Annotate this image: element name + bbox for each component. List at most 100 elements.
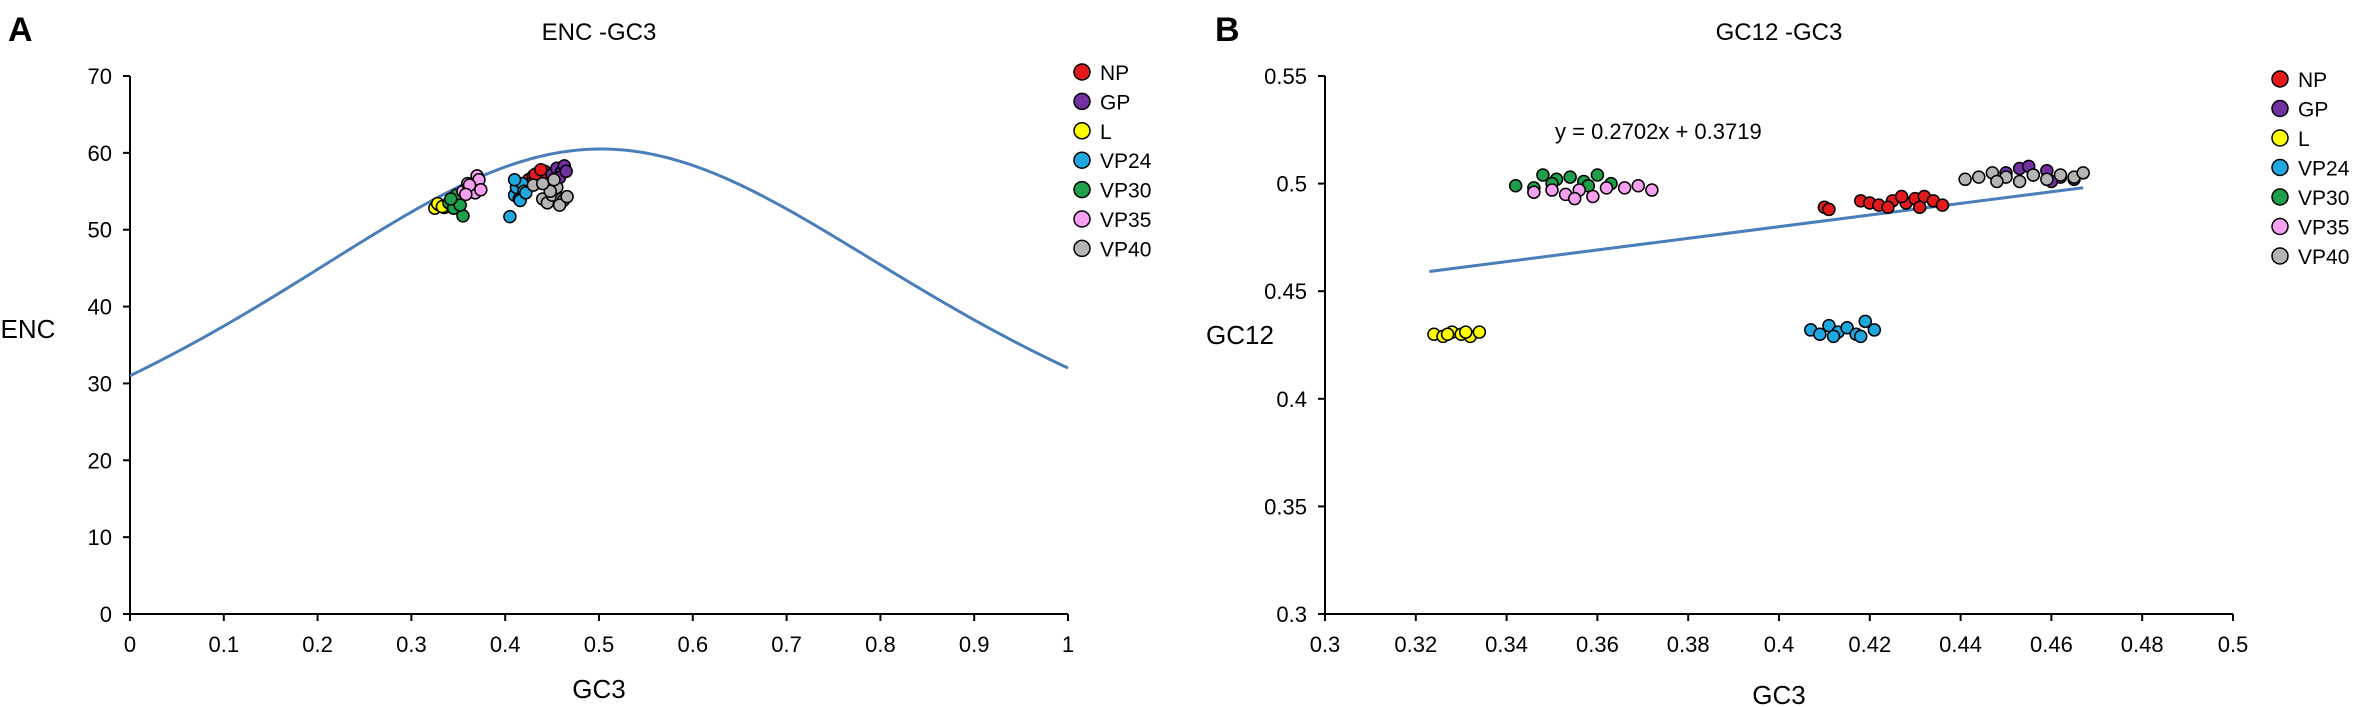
chart-b-point-vp40 (2076, 166, 2090, 180)
chart-b-y-tick-label: 0.4 (1276, 387, 1307, 412)
chart-a-y-tick-label: 70 (88, 64, 112, 89)
chart-a-x-tick-label: 0.2 (302, 632, 333, 657)
chart-b-legend-label-vp35: VP35 (2298, 217, 2349, 240)
chart-b-legend-marker-vp40 (2271, 247, 2289, 265)
chart-b-y-tick-label: 0.3 (1276, 602, 1307, 627)
chart-a-point-vp35 (474, 182, 488, 197)
chart-a-x-tick-label: 0 (124, 632, 136, 657)
chart-b-x-tick-label: 0.36 (1576, 632, 1619, 657)
chart-b-point-vp24 (1826, 329, 1841, 344)
chart-a-x-tick-label: 0.3 (396, 632, 427, 657)
chart-a-expected-curve (129, 147, 1069, 378)
chart-b-point-vp40 (2053, 168, 2068, 182)
chart-b-point-vp24 (1840, 321, 1854, 335)
chart-a-point-gp (559, 164, 573, 179)
chart-a-point-vp40 (552, 198, 567, 212)
chart-b-x-tick-label: 0.44 (1939, 632, 1982, 657)
chart-b-point-vp35 (1617, 181, 1632, 195)
chart-a-x-tick-label: 0.4 (490, 632, 521, 657)
chart-a-legend-label-vp35: VP35 (1100, 209, 1151, 232)
chart-b-legend-label-np: NP (2298, 69, 2327, 92)
chart-a-x-axis-label: GC3 (572, 674, 625, 704)
chart-b-point-vp35 (1586, 189, 1600, 204)
chart-b-x-tick-label: 0.4 (1764, 632, 1795, 657)
chart-b-x-tick-label: 0.5 (2218, 632, 2249, 657)
chart-a-y-tick-label: 50 (88, 218, 112, 243)
chart-b-point-vp24 (1858, 314, 1873, 329)
chart-a-legend-marker-vp30 (1073, 180, 1091, 199)
chart-b-legend-marker-l (2271, 129, 2289, 147)
chart-b-point-vp35 (1645, 183, 1659, 197)
chart-b-regression-line (1429, 186, 2084, 273)
chart-a-legend-label-gp: GP (1100, 91, 1130, 114)
chart-b-point-vp40 (2026, 168, 2040, 182)
chart-b-point-vp35 (1527, 185, 1541, 199)
chart-b-legend-marker-vp24 (2271, 158, 2289, 177)
chart-b-point-vp24 (1813, 327, 1827, 341)
chart-b-point-vp30 (1590, 168, 1605, 182)
chart-a-legend-marker-np (1073, 63, 1091, 81)
chart-b-point-vp24 (1853, 329, 1868, 344)
chart-b-legend-label-l: L (2298, 128, 2310, 151)
chart-b-point-vp40 (1990, 174, 2004, 189)
chart-b-x-tick-label: 0.46 (2030, 632, 2073, 657)
chart-b-x-tick-label: 0.38 (1667, 632, 1710, 657)
chart-a-point-vp24 (503, 209, 517, 224)
chart-b-legend-label-gp: GP (2298, 99, 2328, 122)
chart-a-x-tick-label: 0.1 (209, 632, 240, 657)
chart-b-point-l (1458, 325, 1473, 339)
chart-a-legend-label-np: NP (1100, 62, 1129, 85)
chart-a-x-tick-label: 0.8 (865, 632, 896, 657)
chart-a-point-np (534, 163, 548, 177)
chart-b-regression-equation: y = 0.2702x + 0.3719 (1555, 119, 1762, 144)
chart-a-point-vp24 (507, 173, 522, 187)
chart-b-y-tick-label: 0.45 (1264, 279, 1307, 304)
chart-a-y-axis-label: ENC (1, 314, 56, 344)
chart-a-legend-label-l: L (1100, 121, 1112, 144)
chart-a-point-vp35 (459, 187, 473, 202)
chart-b-point-vp35 (1567, 191, 1582, 206)
chart-b-legend-label-vp40: VP40 (2298, 246, 2349, 269)
chart-a-y-tick-label: 30 (88, 371, 112, 396)
chart-a-y-tick-label: 0 (100, 602, 112, 627)
chart-b-point-np (1935, 198, 1950, 212)
chart-b-point-vp35 (1631, 179, 1646, 193)
chart-b-x-tick-label: 0.3 (1310, 632, 1341, 657)
chart-b-y-tick-label: 0.55 (1264, 64, 1307, 89)
chart-a-y-tick-label: 20 (88, 448, 112, 473)
chart-b-point-np (1912, 200, 1927, 215)
chart-a-point-vp30 (453, 198, 467, 212)
panel-a-letter: A (8, 11, 33, 49)
chart-b-point-vp30 (1508, 179, 1523, 193)
panel-b-letter: B (1215, 11, 1240, 49)
chart-a-legend-label-vp24: VP24 (1100, 150, 1152, 173)
chart-a-legend-label-vp40: VP40 (1100, 238, 1151, 261)
chart-b-point-np (1881, 200, 1895, 215)
chart-b-point-vp40 (1958, 172, 1972, 187)
chart-a-y-tick-label: 40 (88, 295, 112, 320)
chart-a-point-vp40 (547, 173, 561, 187)
chart-b-x-tick-label: 0.42 (1848, 632, 1891, 657)
chart-b-x-tick-label: 0.48 (2121, 632, 2164, 657)
chart-b-point-vp40 (2040, 172, 2054, 187)
chart-b-x-tick-label: 0.32 (1394, 632, 1437, 657)
chart-b-point-np (1822, 202, 1836, 217)
chart-a-x-tick-label: 0.9 (959, 632, 990, 657)
chart-a-legend-marker-vp24 (1073, 151, 1091, 169)
chart-b-legend-marker-vp30 (2271, 188, 2289, 206)
chart-b-y-tick-label: 0.5 (1276, 172, 1307, 197)
chart-b-point-vp35 (1599, 181, 1614, 195)
chart-b-point-vp30 (1536, 168, 1550, 182)
chart-b: GC12 -GC3 0.3 0.32 0.34 0.36 0.38 0.4 0.42 0.44 0… (1206, 19, 2350, 707)
chart-a-x-tick-label: 0.6 (678, 632, 709, 657)
chart-b-point-vp40 (1972, 170, 1986, 184)
chart-a-legend-label-vp30: VP30 (1100, 180, 1151, 203)
chart-a-x-tick-label: 0.7 (771, 632, 802, 657)
chart-b-point-vp40 (2012, 174, 2027, 189)
chart-a-legend-marker-vp40 (1073, 239, 1091, 258)
chart-b-x-axis-label: GC3 (1752, 680, 1805, 707)
chart-b-x-tick-label: 0.34 (1485, 632, 1528, 657)
chart-b-legend-marker-gp (2271, 99, 2289, 118)
chart-b-point-vp30 (1563, 170, 1577, 184)
